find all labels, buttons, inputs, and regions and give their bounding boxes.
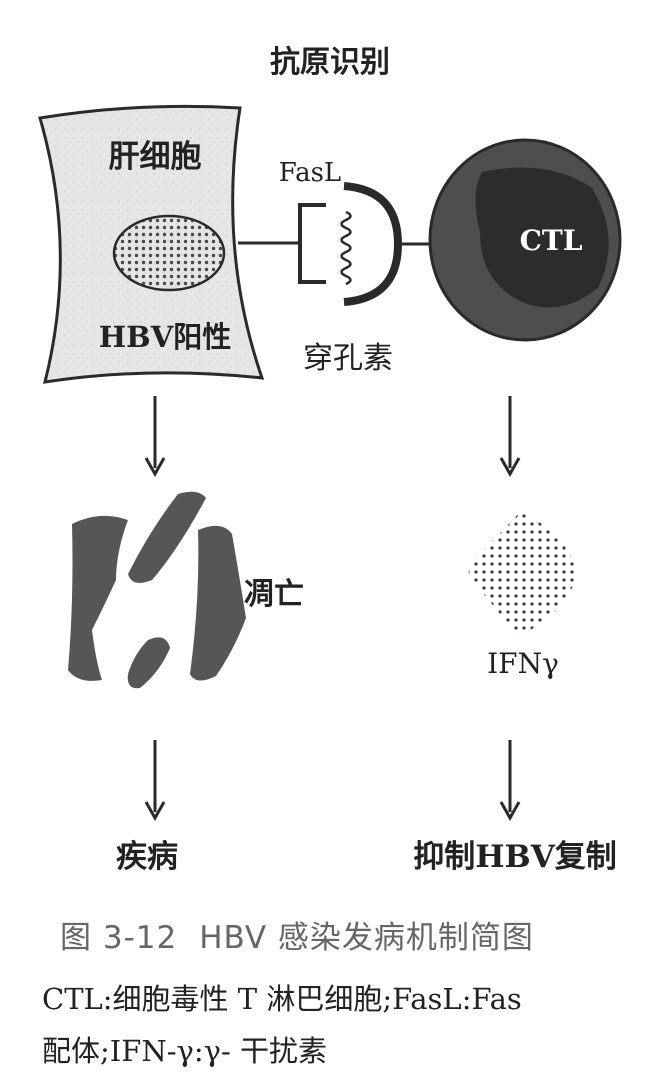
ctl-label: CTL xyxy=(520,224,583,257)
disease-label: 疾病 xyxy=(116,839,178,875)
figure-note-line-2: 配体;IFN-γ:γ- 干扰素 xyxy=(42,1034,327,1068)
figure-caption-title: 图 3-12 HBV 感染发病机制简图 xyxy=(60,912,620,957)
fragment-4 xyxy=(127,637,170,689)
fragment-2 xyxy=(128,491,206,583)
figure-number: 图 3-12 xyxy=(60,920,178,956)
fasl-cup xyxy=(343,182,403,306)
inhibit-hbv-replication-label: 抑制HBV复制 xyxy=(413,839,617,875)
perforin-label: 穿孔素 xyxy=(303,341,393,376)
arrow-ctl-to-ifn xyxy=(499,396,521,478)
apoptosis-label: 凋亡 xyxy=(244,577,304,612)
arrow-ifn-to-inhibit xyxy=(499,740,521,822)
apoptotic-fragments xyxy=(68,491,246,689)
arrow-hepatocyte-to-apoptosis xyxy=(144,396,166,478)
figure-note-line-1: CTL:细胞毒性 T 淋巴细胞;FasL:Fas xyxy=(42,982,522,1016)
fragment-1 xyxy=(68,515,128,681)
ctl-cell-nucleus xyxy=(475,167,609,308)
hepatocyte-label: 肝细胞 xyxy=(109,139,202,175)
hbv-nucleus xyxy=(112,214,226,292)
figure-note: CTL:细胞毒性 T 淋巴细胞;FasL:Fas 配体;IFN-γ:γ- 干扰素 xyxy=(42,973,632,1077)
arrow-apoptosis-to-disease xyxy=(144,740,166,822)
perforin-spring xyxy=(340,210,352,286)
fragment-3 xyxy=(190,525,246,681)
fasl-label: FasL xyxy=(279,158,341,188)
ifn-gamma-particles xyxy=(468,512,575,636)
antigen-recognition-title: 抗原识别 xyxy=(270,45,390,80)
ifn-gamma-label: IFNγ xyxy=(487,647,559,680)
hbv-positive-label: HBV阳性 xyxy=(99,320,231,354)
hbv-pathogenesis-diagram: 抗原识别 肝细胞 HBV阳性 FasL 穿孔素 CTL xyxy=(38,45,622,875)
figure-title: HBV 感染发病机制简图 xyxy=(199,920,534,956)
fas-receptor xyxy=(298,203,326,284)
